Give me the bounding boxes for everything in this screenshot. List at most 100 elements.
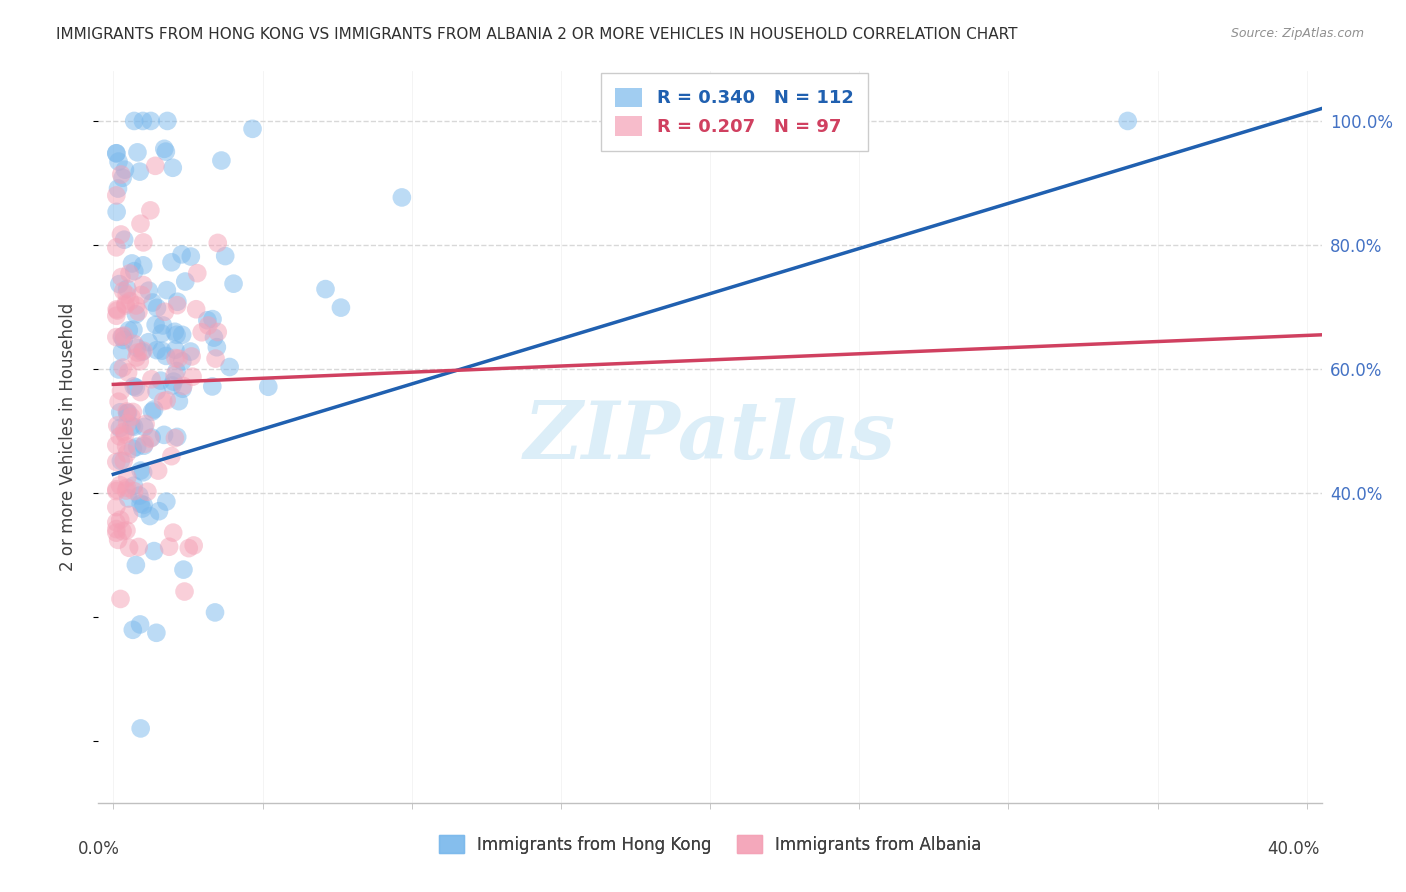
Point <box>172 327 194 342</box>
Point <box>141 431 163 445</box>
Point <box>115 524 138 538</box>
Point <box>129 617 152 632</box>
Point <box>115 282 138 296</box>
Point <box>108 429 131 443</box>
Point <box>170 247 193 261</box>
Point <box>114 298 136 312</box>
Point <box>120 294 142 309</box>
Point <box>129 385 152 400</box>
Point <box>107 362 129 376</box>
Point <box>141 404 163 418</box>
Legend: Immigrants from Hong Kong, Immigrants from Albania: Immigrants from Hong Kong, Immigrants fr… <box>432 829 988 860</box>
Point <box>163 368 186 382</box>
Point <box>134 420 156 434</box>
Point <box>160 255 183 269</box>
Point <box>111 360 134 375</box>
Point <box>132 343 155 358</box>
Point <box>112 454 135 468</box>
Point <box>142 295 165 310</box>
Point <box>107 181 129 195</box>
Point <box>129 288 152 302</box>
Point <box>222 277 245 291</box>
Point <box>125 351 148 365</box>
Point <box>111 524 134 538</box>
Point <box>135 417 157 431</box>
Point <box>117 470 139 484</box>
Point <box>115 439 138 453</box>
Point <box>146 464 169 478</box>
Point <box>107 533 129 547</box>
Point <box>153 305 176 319</box>
Point <box>163 431 186 445</box>
Point <box>121 442 143 456</box>
Point <box>122 419 145 434</box>
Point <box>110 227 132 242</box>
Point <box>204 606 226 620</box>
Point <box>110 454 132 468</box>
Point <box>105 438 128 452</box>
Point <box>115 446 138 460</box>
Point <box>152 318 174 333</box>
Point <box>163 325 186 339</box>
Point <box>115 483 138 498</box>
Point <box>172 563 194 577</box>
Point <box>122 379 145 393</box>
Point <box>145 343 167 358</box>
Point <box>118 323 141 337</box>
Point <box>129 464 152 478</box>
Point <box>156 283 179 297</box>
Point <box>105 500 128 515</box>
Point <box>114 427 136 442</box>
Point <box>195 313 218 327</box>
Text: 0.0%: 0.0% <box>77 840 120 858</box>
Point <box>155 494 177 508</box>
Point <box>1116 114 1139 128</box>
Point <box>122 114 145 128</box>
Point <box>162 378 184 392</box>
Text: 40.0%: 40.0% <box>1267 840 1320 858</box>
Point <box>127 345 149 359</box>
Point <box>139 203 162 218</box>
Point <box>156 114 179 128</box>
Point <box>207 325 229 339</box>
Point <box>105 418 128 433</box>
Point <box>132 439 155 453</box>
Point <box>129 722 152 736</box>
Point <box>105 303 128 318</box>
Point <box>112 333 135 347</box>
Point <box>145 384 167 399</box>
Point <box>105 240 128 254</box>
Point <box>105 205 128 219</box>
Point <box>209 153 232 168</box>
Point <box>110 384 132 398</box>
Point <box>117 406 139 420</box>
Point <box>122 484 145 499</box>
Point <box>105 525 128 540</box>
Point <box>128 489 150 503</box>
Point <box>120 419 142 434</box>
Point <box>125 558 148 572</box>
Point <box>152 394 174 409</box>
Point <box>134 437 156 451</box>
Point <box>186 266 208 280</box>
Point <box>139 432 162 446</box>
Point <box>132 258 155 272</box>
Point <box>162 525 184 540</box>
Point <box>155 145 177 159</box>
Point <box>125 341 148 355</box>
Point <box>105 484 128 499</box>
Point <box>132 114 155 128</box>
Point <box>128 540 150 554</box>
Point <box>105 188 128 202</box>
Point <box>183 539 205 553</box>
Point <box>110 270 132 285</box>
Point <box>111 344 134 359</box>
Point <box>131 501 153 516</box>
Point <box>105 522 128 536</box>
Point <box>110 168 132 182</box>
Point <box>125 298 148 312</box>
Point <box>202 330 225 344</box>
Point <box>180 344 202 359</box>
Point <box>204 351 226 366</box>
Point <box>105 309 128 323</box>
